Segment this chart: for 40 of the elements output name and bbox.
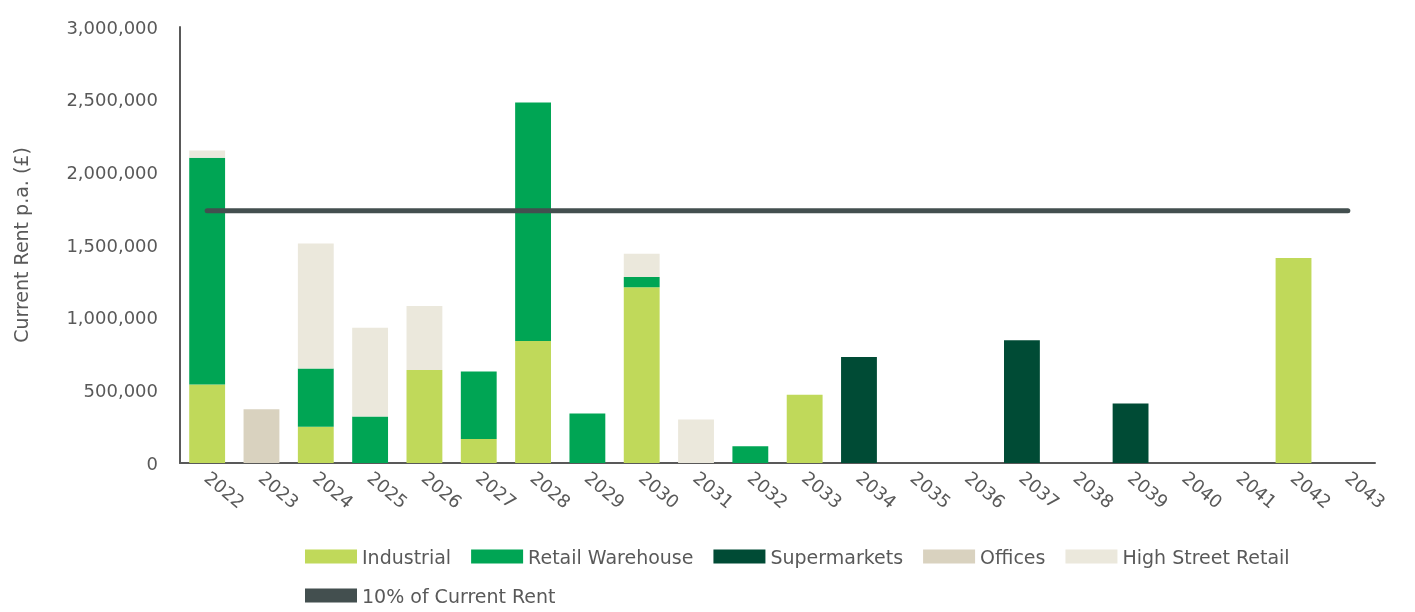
- y-tick-label: 3,000,000: [66, 16, 158, 38]
- bar: [406, 369, 443, 463]
- legend-label: Offices: [980, 545, 1046, 568]
- bar: [189, 157, 226, 385]
- bar: [297, 426, 334, 463]
- bar: [678, 419, 714, 463]
- legend-label: High Street Retail: [1122, 545, 1290, 568]
- bar: [297, 368, 334, 427]
- bar: [515, 340, 551, 463]
- bar: [786, 394, 823, 463]
- legend-label: 10% of Current Rent: [362, 584, 556, 607]
- y-tick-label: 2,500,000: [66, 89, 158, 111]
- bar: [189, 384, 226, 463]
- bar: [623, 276, 660, 288]
- bar: [406, 306, 443, 370]
- bar: [1275, 258, 1312, 463]
- y-tick-label: 500,000: [83, 379, 158, 401]
- y-tick-label: 0: [146, 452, 158, 474]
- bar: [243, 409, 280, 463]
- bar: [297, 243, 334, 369]
- bar: [460, 371, 497, 440]
- bar: [352, 416, 389, 463]
- y-axis-title: Current Rent p.a. (£): [9, 147, 32, 343]
- legend-label: Industrial: [362, 545, 452, 568]
- bar: [1004, 340, 1040, 463]
- legend-label: Retail Warehouse: [528, 545, 694, 568]
- bar: [189, 150, 226, 158]
- bar: [569, 413, 606, 463]
- bar: [841, 356, 877, 463]
- y-tick-label: 1,000,000: [66, 307, 158, 329]
- bar: [352, 327, 389, 417]
- y-tick-label: 1,500,000: [66, 234, 158, 256]
- bar: [460, 439, 497, 463]
- bar: [623, 287, 660, 463]
- bar: [1112, 403, 1149, 463]
- bar: [515, 102, 551, 341]
- bar: [732, 446, 769, 463]
- y-tick-label: 2,000,000: [66, 161, 158, 183]
- legend-label: Supermarkets: [770, 545, 904, 568]
- bar: [623, 253, 660, 277]
